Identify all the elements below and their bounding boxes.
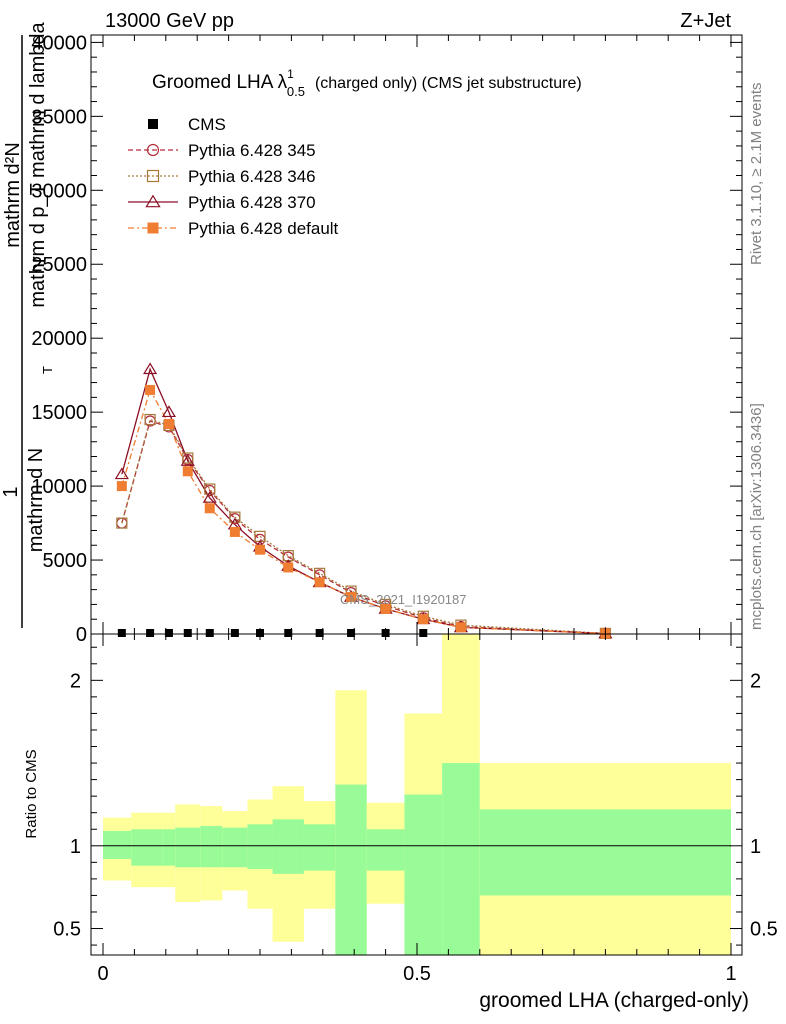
series-4-point-10 xyxy=(380,603,391,614)
main-ytick-label: 25000 xyxy=(31,254,87,276)
main-ytick-label: 15000 xyxy=(31,402,87,424)
series-4-point-7 xyxy=(283,562,294,573)
series-4-point-6 xyxy=(255,544,265,555)
series-4-point-3 xyxy=(182,466,193,477)
ylabel-num: mathrm d²N xyxy=(2,142,24,248)
ratio-green-band-13 xyxy=(479,809,731,896)
series-2-point-4 xyxy=(204,483,216,495)
ratio-ytick-label-left: 1 xyxy=(70,836,81,858)
chart-title-suffix: (charged only) (CMS jet substructure) xyxy=(315,75,582,92)
ratio-green-band-10 xyxy=(366,829,405,871)
ratio-green-band-7 xyxy=(272,819,304,874)
ratio-ytick-label-right: 1 xyxy=(750,836,761,858)
legend-label-3: Pythia 6.428 370 xyxy=(188,193,316,212)
series-2-point-0 xyxy=(116,517,128,529)
main-ylabel: 1 mathrm d N mathrm d²N mathrm d p_T mat… xyxy=(0,21,55,628)
ratio-green-band-12 xyxy=(442,763,480,955)
ratio-ytick-label-right: 0.5 xyxy=(750,919,778,941)
ratio-green-band-8 xyxy=(303,824,336,871)
series-4-point-11 xyxy=(418,614,429,625)
ylabel-subscript-T: T xyxy=(40,366,55,374)
ratio-ylabel: Ratio to CMS xyxy=(23,749,40,838)
series-3-point-3 xyxy=(180,454,195,466)
rivet-label: Rivet 3.1.10, ≥ 2.1M events xyxy=(748,83,765,266)
ratio-green-band-6 xyxy=(247,824,273,869)
legend-marker-4 xyxy=(147,222,159,234)
series-0-point-0 xyxy=(117,629,126,637)
axes-ticks: 0 5000 10000 15000 20000 25000 30000 35000 40000… xyxy=(31,32,777,985)
legend-marker-1 xyxy=(146,143,160,157)
header-right: Z+Jet xyxy=(680,10,731,32)
ratio-ytick-label-left: 0.5 xyxy=(53,919,81,941)
ratio-green-band-9 xyxy=(335,784,367,955)
ratio-xtick-label: 0 xyxy=(97,963,108,985)
series-3-point-2 xyxy=(161,405,177,418)
series-4-point-1 xyxy=(145,384,156,395)
analysis-watermark: CMS_2021_I1920187 xyxy=(340,592,467,607)
series-0-point-9 xyxy=(347,629,356,637)
series-0-point-3 xyxy=(183,629,192,637)
main-ytick-label: 30000 xyxy=(31,180,87,202)
series-4-point-12 xyxy=(455,622,466,633)
main-ytick-label: 10000 xyxy=(31,476,87,498)
ratio-green-band-1 xyxy=(131,829,163,866)
main-ytick-label: 35000 xyxy=(31,106,87,128)
ylabel-den: mathrm d p_T mathrm d lambda xyxy=(27,21,49,307)
ratio-green-band-2 xyxy=(162,829,176,866)
series-4-point-4 xyxy=(204,503,215,514)
legend-marker-0 xyxy=(148,119,158,129)
ratio-bands xyxy=(103,634,731,955)
chart-title-main: Groomed LHA λ xyxy=(152,72,288,93)
legend-label-4: Pythia 6.428 default xyxy=(188,219,339,238)
series-2-point-1 xyxy=(144,413,156,426)
series-2-point-3 xyxy=(182,452,194,464)
legend-label-1: Pythia 6.428 345 xyxy=(188,141,316,160)
main-ytick-label: 20000 xyxy=(31,328,87,350)
ylabel-prefix-num: 1 xyxy=(0,486,22,497)
chart-title: Groomed LHA λ1 0.5 (charged only) (CMS jet… xyxy=(152,67,582,99)
series-0-point-2 xyxy=(164,629,173,637)
series-line-1 xyxy=(121,420,606,635)
series-0-point-8 xyxy=(315,629,324,637)
series-3-point-0 xyxy=(114,467,129,480)
legend-marker-2 xyxy=(146,169,160,183)
legend: CMS Pythia 6.428 345 Pythia 6.428 346 Pythi… xyxy=(128,115,339,238)
legend-marker-3 xyxy=(145,194,161,208)
ratio-xtick-label: 0.5 xyxy=(403,963,431,985)
ratio-green-band-11 xyxy=(404,794,443,955)
ratio-green-band-3 xyxy=(175,827,201,868)
ratio-ytick-label-left: 2 xyxy=(70,670,81,692)
series-4-point-0 xyxy=(116,481,127,492)
series-3-point-4 xyxy=(202,491,217,503)
series-0-point-5 xyxy=(230,629,239,637)
header-left: 13000 GeV pp xyxy=(105,10,234,32)
ratio-green-band-0 xyxy=(103,830,132,860)
chart-title-sub: 0.5 xyxy=(287,84,305,99)
ratio-green-band-4 xyxy=(200,825,223,868)
legend-label-0: CMS xyxy=(188,115,226,134)
ratio-ytick-label-right: 2 xyxy=(750,670,761,692)
ratio-green-band-5 xyxy=(222,827,248,868)
main-ytick-label: 5000 xyxy=(43,550,88,572)
main-ytick-label: 40000 xyxy=(31,32,87,54)
series-0-point-11 xyxy=(419,629,428,637)
series-4-point-5 xyxy=(229,526,240,537)
series-2-point-5 xyxy=(229,511,241,523)
series-4-point-2 xyxy=(163,418,174,429)
x-axis-label: groomed LHA (charged-only) xyxy=(479,989,749,1012)
series-4-point-8 xyxy=(314,577,325,588)
mcplots-label: mcplots.cern.ch [arXiv:1306.3436] xyxy=(748,403,765,630)
series-3-point-1 xyxy=(143,362,158,375)
series-0-point-7 xyxy=(284,629,293,637)
legend-label-2: Pythia 6.428 346 xyxy=(188,167,316,186)
chart-title-sup: 1 xyxy=(287,67,294,81)
ylabel-prefix-den: mathrm d N xyxy=(25,448,47,552)
main-ytick-label: 0 xyxy=(76,624,87,646)
series-0-point-4 xyxy=(205,629,214,637)
ratio-xtick-label: 1 xyxy=(725,963,736,985)
series-4-point-9 xyxy=(346,592,357,603)
series-0-point-1 xyxy=(146,629,155,637)
